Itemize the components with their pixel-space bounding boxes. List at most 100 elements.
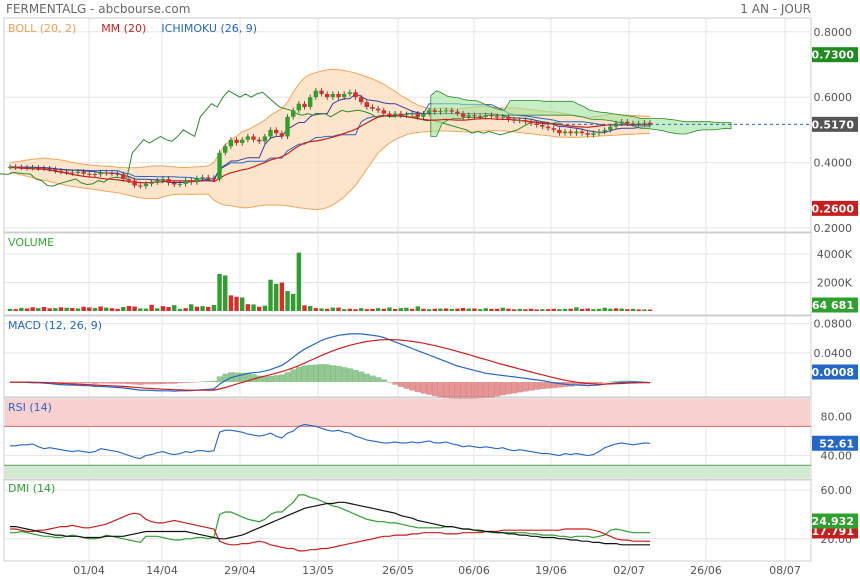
candle [387,113,392,116]
macd-histogram-bar [392,382,399,385]
volume-bar [398,308,403,311]
candle [251,136,256,140]
volume-bar [206,306,211,311]
candle [132,180,137,186]
candle [189,180,194,183]
macd-histogram-bar [358,371,365,383]
volume-bar [426,309,432,311]
ichimoku-tenkan-line [9,93,651,183]
volume-bar [500,307,505,311]
price-y-tick: 0.2000 [814,222,853,235]
volume-bar [341,309,347,311]
volume-bar [143,308,149,311]
candle [87,173,92,175]
macd-histogram-bar [114,382,121,384]
candle [70,172,75,174]
candle [500,116,505,118]
volume-bar [189,304,194,311]
volume-bar [540,309,545,311]
macd-histogram-bar [363,373,370,383]
dmi-y-tick: 60.00 [821,484,853,497]
macd-histogram-bar [482,382,489,399]
macd-histogram-bar [369,375,376,383]
volume-bar [387,307,392,311]
candle [172,182,177,185]
volume-frame [3,232,812,316]
macd-histogram-bar [262,376,268,383]
volume-bar [642,309,647,311]
volume-bar [75,308,81,311]
candle [483,115,488,117]
volume-bar [608,308,613,311]
volume-bar [87,307,92,311]
macd-histogram-bar [86,382,93,384]
volume-bar [155,308,160,311]
price-frame [3,17,812,233]
volume-bar [166,307,171,311]
volume-bar [307,306,313,311]
candle [523,120,528,122]
candle [115,173,120,175]
x-tick-label: 06/06 [458,564,490,577]
macd-signal-line [10,338,651,391]
volume-bar [279,282,285,311]
volume-bar [285,291,290,311]
rsi-y-tick: 40.00 [821,450,853,463]
volume-bar [557,309,562,311]
volume-marker: 64 681 [812,299,854,312]
volume-bar [455,308,460,311]
volume-bar [364,309,370,311]
volume-bar [370,308,375,311]
candle [206,177,211,179]
volume-bar [375,308,381,311]
candle [613,123,619,127]
macd-histogram-bar [165,382,172,384]
volume-bar [336,307,341,311]
macd-histogram-bar [375,377,382,383]
candle [104,172,109,174]
volume-bar [517,308,522,311]
x-tick-label: 29/04 [224,564,256,577]
volume-bar [449,308,454,311]
rsi-marker: 52.61 [819,437,854,450]
macd-histogram-bar [290,369,297,383]
volume-bar [404,307,409,311]
volume-bar [506,308,511,311]
volume-bar [347,308,353,311]
macd-histogram-bar [267,376,274,383]
candle [472,115,477,117]
candle [234,139,239,143]
volume-bar [211,305,217,311]
candle [223,146,228,153]
macd-histogram-bar [454,382,461,400]
macd-histogram-bar [69,382,76,384]
volume-bar [460,308,466,311]
period-label[interactable]: 1 AN - JOUR [740,2,811,16]
volume-bar [443,308,449,311]
volume-bar [432,308,437,311]
rsi-panel: 80.00 40.00 RSI (14) 52.61 [3,397,858,480]
volume-bar [568,308,573,311]
candle [574,131,579,134]
macd-histogram-bar [80,382,87,384]
macd-histogram-bar [499,382,506,396]
candle [183,180,188,184]
volume-bar [574,307,579,311]
candle [489,115,494,117]
candle [109,173,115,175]
volume-bar [415,306,420,311]
volume-bar [70,308,75,311]
macd-histogram-bar [188,382,195,383]
candle [562,131,568,134]
candle [245,136,251,140]
macd-histogram-bar [205,381,212,383]
macd-histogram-bar [318,364,325,383]
volume-bar [636,309,641,311]
volume-bar [240,297,245,311]
chart-title: FERMENTALG - abcbourse.com [6,2,190,16]
macd-histogram-bar [273,375,280,383]
volume-bar [472,308,477,311]
candle [98,172,103,175]
candle [404,114,409,116]
